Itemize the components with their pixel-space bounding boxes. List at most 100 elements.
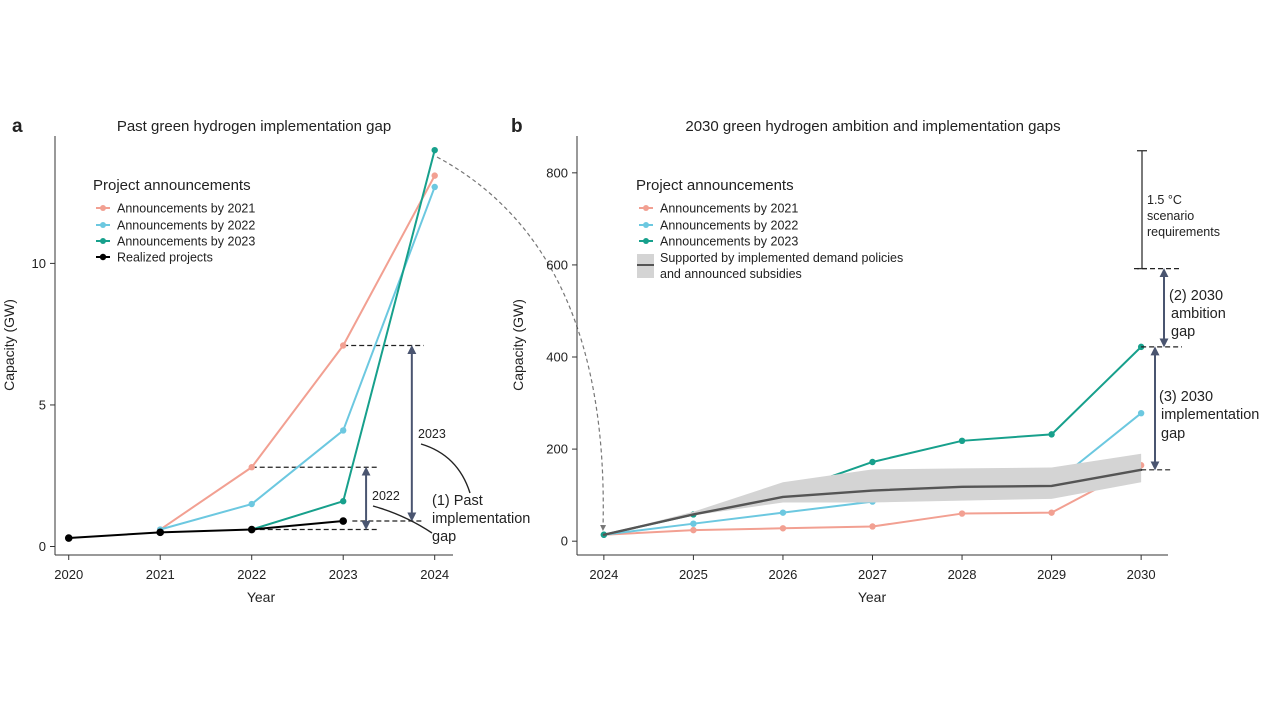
series-line-announcements-2023 <box>250 149 436 531</box>
legend-label-2023: Announcements by 2023 <box>117 235 255 249</box>
series-line-announcements-2023 <box>602 345 1143 536</box>
past-gap-text-line1: (1) Past <box>432 493 483 509</box>
x-tick-label: 2025 <box>679 567 708 582</box>
panel-a-y-label: Capacity (GW) <box>1 299 17 391</box>
legend-label-2023: Announcements by 2023 <box>660 235 798 249</box>
series-line-announcements-2021 <box>159 174 436 531</box>
legend-swatch-dot <box>99 253 107 261</box>
ambition-gap-line3: gap <box>1171 324 1195 340</box>
legend-swatch-dot <box>643 222 649 228</box>
y-tick-label: 5 <box>39 397 46 412</box>
data-point-announcements-2022 <box>431 183 438 191</box>
y-tick-label: 200 <box>546 442 568 457</box>
data-point-realized <box>64 534 73 542</box>
data-point-announcements-2021 <box>248 464 255 471</box>
implementation-gap-line2: implementation <box>1161 407 1259 423</box>
legend-label-supported-line2: and announced subsidies <box>660 267 802 281</box>
legend-label-realized: Realized projects <box>117 251 213 265</box>
legend-entry-2023: Announcements by 2023 <box>96 235 255 249</box>
panel-b-series <box>600 343 1145 538</box>
panel-label-b: b <box>511 116 523 137</box>
x-tick-label: 2026 <box>768 567 797 582</box>
panel-b-title: 2030 green hydrogen ambition and impleme… <box>685 118 1060 135</box>
legend-swatch-dot <box>100 238 106 244</box>
x-tick-label: 2024 <box>589 567 618 582</box>
scenario-text-line1: 1.5 °C <box>1147 193 1182 207</box>
data-point-announcements-2023 <box>958 437 966 445</box>
legend-swatch-dot <box>643 205 649 211</box>
ambition-gap-line1: (2) 2030 <box>1169 288 1223 304</box>
panel-a-title: Past green hydrogen implementation gap <box>117 118 391 135</box>
data-point-announcements-2022 <box>1137 409 1145 417</box>
legend-swatch-dot <box>643 238 649 244</box>
legend-entry-realized: Realized projects <box>96 251 213 265</box>
data-point-announcements-2021 <box>779 525 787 532</box>
legend-entry-2023: Announcements by 2023 <box>639 235 798 249</box>
implementation-gap-line1: (3) 2030 <box>1159 389 1213 405</box>
data-point-announcements-2023 <box>1048 431 1055 438</box>
data-point-announcements-2022 <box>779 509 787 516</box>
series-line-announcements-2022 <box>159 185 436 531</box>
panel-b-x-label: Year <box>858 589 887 605</box>
data-point-realized <box>339 517 348 525</box>
legend-label-2022: Announcements by 2022 <box>117 219 255 233</box>
y-tick-label: 800 <box>546 165 568 180</box>
gap-2022-label: 2022 <box>372 489 400 503</box>
legend-entry-supported: Supported by implemented demand policies… <box>637 251 903 281</box>
y-tick-label: 10 <box>32 256 46 271</box>
panel-b-gap-bars <box>1134 150 1182 471</box>
x-tick-label: 2030 <box>1127 567 1156 582</box>
legend-label-2021: Announcements by 2021 <box>660 202 798 216</box>
supported-uncertainty-band <box>603 453 1142 535</box>
data-point-announcements-2021 <box>431 172 438 179</box>
series-line-realized <box>67 520 345 540</box>
data-point-announcements-2023 <box>340 498 347 505</box>
panel-b-legend-title: Project announcements <box>636 177 794 194</box>
data-point-announcements-2021 <box>958 510 966 517</box>
legend-swatch-dot <box>100 205 106 211</box>
panel-a-ticks: 2020 2021 2022 2023 2024 0 5 10 <box>32 256 450 582</box>
x-tick-label: 2024 <box>420 567 449 582</box>
legend-swatch-dot <box>100 222 106 228</box>
x-tick-label: 2023 <box>329 567 358 582</box>
data-point-announcements-2021 <box>869 523 876 530</box>
x-tick-label: 2028 <box>948 567 977 582</box>
data-point-announcements-2023 <box>431 146 438 154</box>
panel-b-ticks: 2024 2025 2026 2027 2028 2029 2030 0 200 400 600 80… <box>546 165 1155 582</box>
x-tick-label: 2021 <box>146 567 175 582</box>
x-tick-label: 2020 <box>54 567 83 582</box>
data-point-announcements-2023 <box>869 458 876 466</box>
panel-a-legend: Project announcements Announcements by 2… <box>93 177 255 265</box>
x-tick-label: 2029 <box>1037 567 1066 582</box>
y-tick-label: 600 <box>546 257 568 272</box>
gap-2022-pointer <box>372 505 433 534</box>
panel-a-legend-title: Project announcements <box>93 177 251 194</box>
legend-entry-2021: Announcements by 2021 <box>639 202 798 216</box>
legend-entry-2022: Announcements by 2022 <box>639 219 798 233</box>
data-point-realized <box>156 528 165 537</box>
x-tick-label: 2022 <box>237 567 266 582</box>
legend-label-2021: Announcements by 2021 <box>117 202 255 216</box>
implementation-gap-line3: gap <box>1161 426 1185 442</box>
data-point-announcements-2022 <box>340 427 347 434</box>
panel-label-a: a <box>12 116 23 137</box>
y-tick-label: 0 <box>39 539 46 554</box>
panel-b-legend: Project announcements Announcements by 2… <box>636 177 903 281</box>
gap-2023-label: 2023 <box>418 427 446 441</box>
x-tick-label: 2027 <box>858 567 887 582</box>
legend-entry-2022: Announcements by 2022 <box>96 219 255 233</box>
panel-a: a Past green hydrogen implementation gap… <box>1 116 530 605</box>
ambition-gap-line2: ambition <box>1171 306 1226 322</box>
panel-connector-arrow <box>436 156 607 531</box>
panel-a-series <box>64 146 438 542</box>
y-tick-label: 400 <box>546 350 568 365</box>
legend-label-2022: Announcements by 2022 <box>660 219 798 233</box>
scenario-text-line3: requirements <box>1147 225 1220 239</box>
data-point-announcements-2021 <box>690 526 697 534</box>
data-point-announcements-2021 <box>1048 509 1055 516</box>
panel-a-x-label: Year <box>247 589 276 605</box>
panel-b-y-label: Capacity (GW) <box>510 299 526 391</box>
legend-entry-2021: Announcements by 2021 <box>96 202 255 216</box>
past-gap-text-line3: gap <box>432 529 456 545</box>
